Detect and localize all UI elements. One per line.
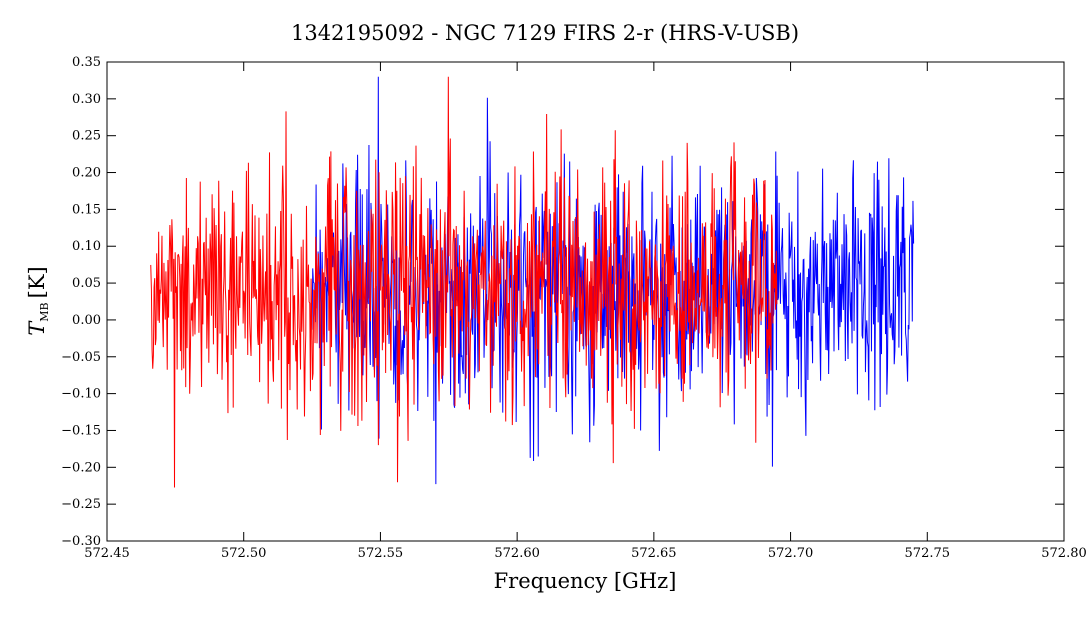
plot-area xyxy=(106,61,1065,542)
y-axis-label-main: T xyxy=(25,320,49,336)
x-tick-label: 572.80 xyxy=(1041,546,1087,561)
y-tick-label: 0.20 xyxy=(72,166,101,181)
x-tick-label: 572.65 xyxy=(631,546,677,561)
series-group xyxy=(150,76,915,488)
y-axis-label-sub: MB xyxy=(38,302,51,321)
y-axis-label-unit: [K] xyxy=(25,266,49,298)
x-tick-label: 572.70 xyxy=(768,546,814,561)
y-tick-label: −0.25 xyxy=(61,497,101,512)
y-axis-ticks: −0.30 −0.25 −0.20 −0.15 −0.10 −0.05 0.00 0.05 0.… xyxy=(61,55,1064,549)
y-tick-label: −0.15 xyxy=(61,423,101,438)
y-tick-label: 0.15 xyxy=(72,202,101,217)
y-tick-label: 0.30 xyxy=(72,92,101,107)
x-tick-label: 572.75 xyxy=(905,546,951,561)
y-tick-label: 0.25 xyxy=(72,129,101,144)
x-tick-label: 572.45 xyxy=(84,546,130,561)
x-tick-label: 572.55 xyxy=(358,546,404,561)
y-tick-label: 0.00 xyxy=(72,313,101,328)
y-tick-label: −0.10 xyxy=(61,387,101,402)
x-axis-label: Frequency [GHz] xyxy=(494,569,677,593)
x-axis-ticks: 572.45 572.50 572.55 572.60 572.65 572.70 572.… xyxy=(84,62,1087,561)
y-tick-label: −0.20 xyxy=(61,460,101,475)
y-tick-label: −0.30 xyxy=(61,534,101,549)
y-tick-label: 0.35 xyxy=(72,55,101,70)
y-tick-label: 0.10 xyxy=(72,239,101,254)
y-axis-label: TMB [K] xyxy=(25,266,51,335)
chart-title: 1342195092 - NGC 7129 FIRS 2-r (HRS-V-US… xyxy=(291,21,799,45)
series-line-red xyxy=(150,76,778,488)
plot-frame xyxy=(106,61,1065,542)
y-tick-label: 0.05 xyxy=(72,276,101,291)
x-tick-label: 572.60 xyxy=(494,546,540,561)
x-tick-label: 572.50 xyxy=(221,546,267,561)
y-tick-label: −0.05 xyxy=(61,350,101,365)
